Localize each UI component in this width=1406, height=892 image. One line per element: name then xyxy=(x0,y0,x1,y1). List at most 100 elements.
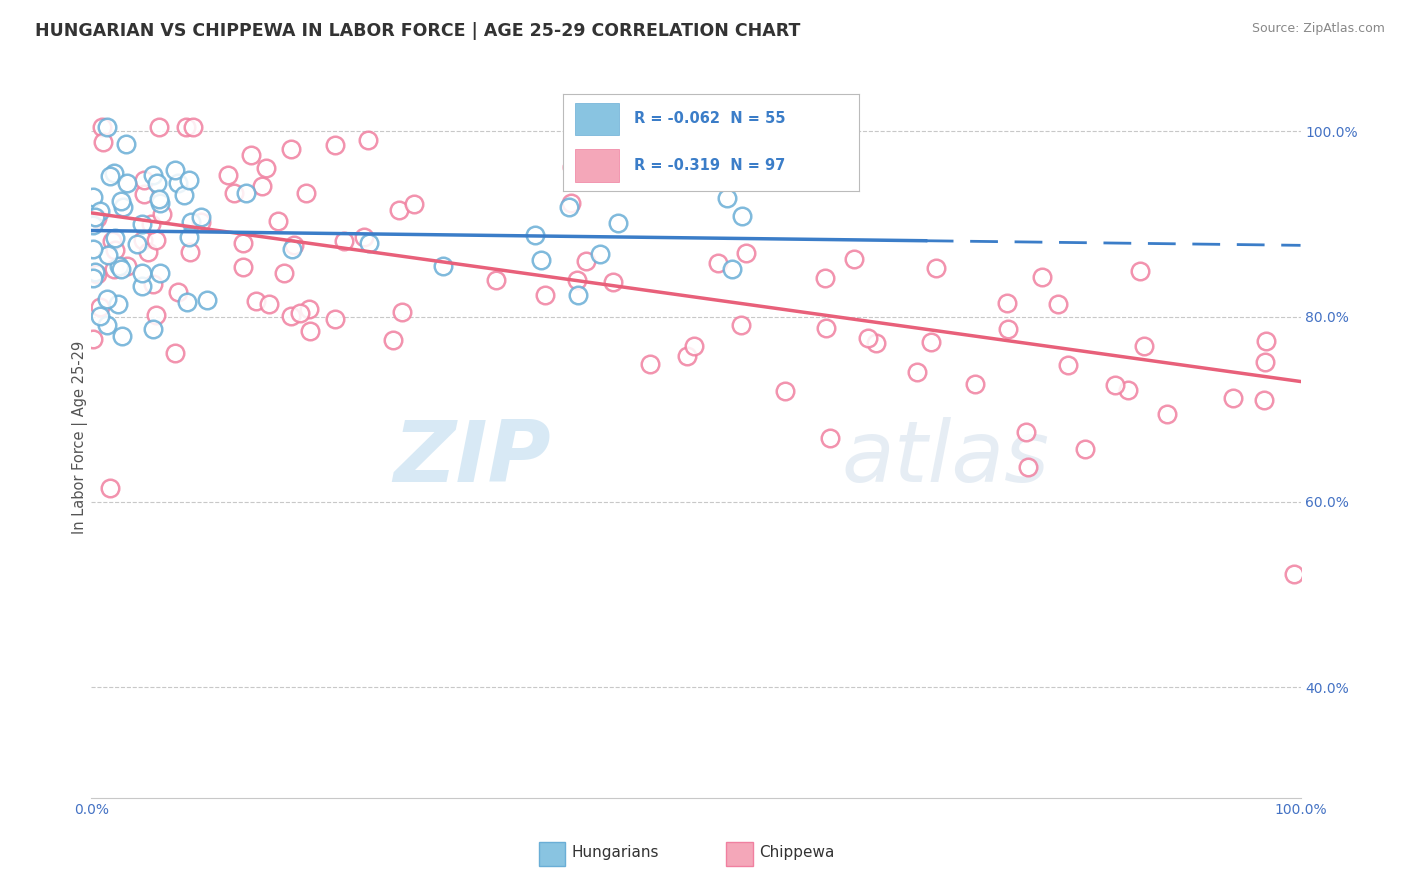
Point xyxy=(82,189,104,203)
Point xyxy=(602,275,624,289)
Point xyxy=(382,334,405,348)
Point xyxy=(240,147,263,161)
Point xyxy=(856,330,879,344)
Point xyxy=(149,266,172,280)
Point xyxy=(107,297,129,311)
Point xyxy=(89,310,111,324)
Point xyxy=(111,328,134,343)
Point xyxy=(245,294,267,309)
Point xyxy=(98,169,121,183)
Point xyxy=(1282,566,1305,581)
Point xyxy=(132,173,155,187)
Point xyxy=(148,195,170,210)
Point xyxy=(323,311,346,326)
Point xyxy=(89,300,111,314)
Point xyxy=(145,233,167,247)
Point xyxy=(731,209,754,223)
Point xyxy=(93,135,115,149)
Point xyxy=(1047,297,1070,311)
Point xyxy=(110,194,132,209)
Point xyxy=(190,215,212,229)
Point xyxy=(104,243,127,257)
Text: Chippewa: Chippewa xyxy=(759,845,834,860)
Point xyxy=(252,179,274,194)
Point xyxy=(148,120,170,134)
Point xyxy=(108,260,131,274)
Point xyxy=(644,128,666,143)
Point xyxy=(1073,442,1095,457)
FancyBboxPatch shape xyxy=(538,842,565,865)
Point xyxy=(1118,383,1140,397)
Text: HUNGARIAN VS CHIPPEWA IN LABOR FORCE | AGE 25-29 CORRELATION CHART: HUNGARIAN VS CHIPPEWA IN LABOR FORCE | A… xyxy=(35,22,800,40)
Point xyxy=(353,230,375,244)
Point xyxy=(180,215,202,229)
Point xyxy=(179,173,201,187)
Point xyxy=(920,334,942,349)
Point xyxy=(82,332,104,346)
Point xyxy=(323,138,346,153)
Point xyxy=(814,321,837,335)
Point xyxy=(589,247,612,261)
Point xyxy=(117,260,139,274)
Point xyxy=(1254,355,1277,369)
Point xyxy=(110,262,132,277)
FancyBboxPatch shape xyxy=(725,842,752,865)
Point xyxy=(1015,425,1038,439)
Point xyxy=(565,273,588,287)
Text: Hungarians: Hungarians xyxy=(571,845,659,860)
Point xyxy=(707,256,730,270)
Point xyxy=(298,302,321,317)
Point xyxy=(1104,378,1126,392)
Point xyxy=(905,365,928,379)
Point xyxy=(683,339,706,353)
Point xyxy=(148,192,170,206)
Point xyxy=(273,266,295,280)
Point xyxy=(195,293,218,307)
Point xyxy=(142,277,165,291)
Point xyxy=(676,350,699,364)
Point xyxy=(254,161,277,175)
Point xyxy=(524,227,547,242)
Point xyxy=(91,120,114,134)
Point xyxy=(136,245,159,260)
Point xyxy=(432,259,454,273)
Point xyxy=(145,308,167,322)
Point xyxy=(391,305,413,319)
Point xyxy=(150,206,173,220)
Point xyxy=(814,271,837,285)
Point xyxy=(818,431,841,445)
Point xyxy=(146,176,169,190)
Point xyxy=(283,238,305,252)
Text: atlas: atlas xyxy=(841,417,1049,500)
Point xyxy=(1133,339,1156,353)
Point xyxy=(235,186,257,200)
Point xyxy=(179,244,201,259)
Point xyxy=(86,267,108,281)
Point xyxy=(131,233,153,247)
Point xyxy=(298,324,321,338)
Point xyxy=(530,252,553,267)
Point xyxy=(295,186,318,201)
Point xyxy=(82,218,104,232)
Point xyxy=(111,200,134,214)
Point xyxy=(96,292,118,306)
Point xyxy=(402,197,425,211)
Point xyxy=(125,237,148,252)
Point xyxy=(775,384,797,399)
Point xyxy=(177,229,200,244)
Point xyxy=(86,211,108,225)
Point xyxy=(176,294,198,309)
Point xyxy=(167,176,190,190)
Point xyxy=(280,142,302,156)
Text: ZIP: ZIP xyxy=(394,417,551,500)
Point xyxy=(134,186,156,201)
Point xyxy=(167,285,190,299)
Point xyxy=(485,273,508,287)
Point xyxy=(997,322,1019,336)
Point xyxy=(103,166,125,180)
Y-axis label: In Labor Force | Age 25-29: In Labor Force | Age 25-29 xyxy=(72,341,89,533)
Point xyxy=(174,120,197,134)
Point xyxy=(222,186,245,201)
Point xyxy=(730,318,752,332)
Point xyxy=(280,309,302,323)
